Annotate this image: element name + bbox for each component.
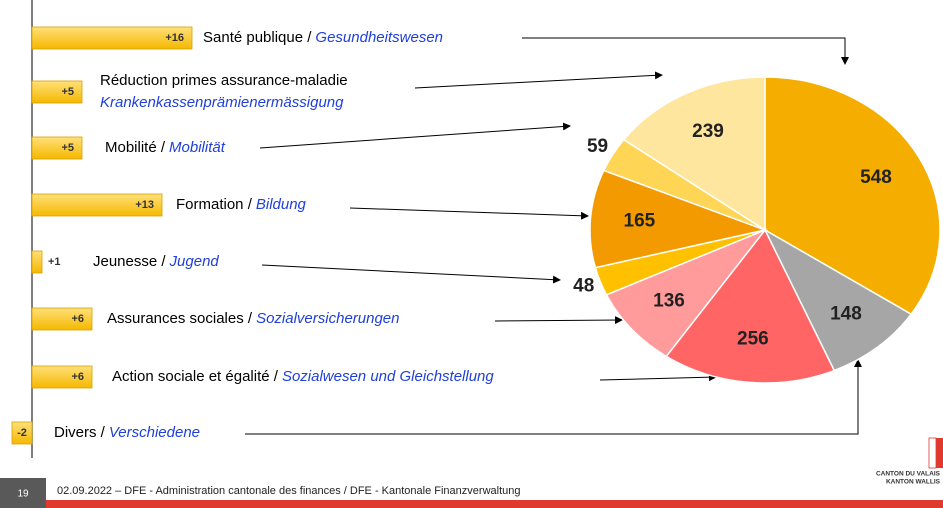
value-label: +5 bbox=[61, 86, 74, 98]
bar bbox=[31, 307, 93, 331]
slice-label: 48 bbox=[573, 276, 594, 297]
category-fr: Assurances sociales / bbox=[107, 310, 253, 327]
category-de: Jugend bbox=[169, 253, 220, 270]
value-label: +6 bbox=[71, 313, 84, 325]
pie-slice bbox=[605, 228, 768, 358]
bar bbox=[31, 365, 93, 389]
category-label: Jeunesse / Jugend bbox=[93, 253, 219, 270]
footer-text: 02.09.2022 – DFE - Administration canton… bbox=[57, 485, 520, 497]
category-fr: Réduction primes assurance-maladie bbox=[100, 72, 348, 89]
category-fr: Jeunesse / bbox=[93, 253, 166, 270]
pie-slice bbox=[665, 228, 836, 384]
page-box bbox=[0, 478, 46, 508]
category-label: Réduction primes assurance-maladie Kranke… bbox=[100, 72, 348, 111]
bar bbox=[11, 421, 33, 445]
value-label: +1 bbox=[48, 256, 61, 268]
pie-slice bbox=[763, 228, 913, 372]
value-label: +6 bbox=[71, 371, 84, 383]
slice-label: 256 bbox=[737, 329, 769, 350]
category-de: Mobilität bbox=[169, 139, 226, 156]
pie-slice bbox=[589, 169, 768, 269]
category-label: Santé publique / Gesundheitswesen bbox=[203, 29, 443, 46]
category-de: Krankenkassenprämienermässigung bbox=[100, 94, 344, 111]
bar bbox=[31, 193, 163, 217]
category-label: Formation / Bildung bbox=[176, 196, 307, 213]
connectors bbox=[245, 37, 862, 435]
footer-band bbox=[46, 500, 943, 508]
logo: CANTON DU VALAIS KANTON WALLIS bbox=[876, 437, 943, 486]
logo-text: CANTON DU VALAIS bbox=[876, 471, 941, 478]
category-label: Action sociale et égalité / Sozialwesen u… bbox=[112, 368, 494, 385]
category-de: Verschiedene bbox=[109, 424, 200, 441]
category-de: Bildung bbox=[256, 196, 307, 213]
category-de: Gesundheitswesen bbox=[315, 29, 443, 46]
pie-slice bbox=[622, 76, 766, 232]
slice-label: 165 bbox=[624, 211, 656, 232]
category-fr: Formation / bbox=[176, 196, 253, 213]
category-fr: Mobilité / bbox=[105, 139, 166, 156]
slice-label: 239 bbox=[692, 121, 724, 142]
category-label: Assurances sociales / Sozialversicherunge… bbox=[107, 310, 400, 327]
value-label: +16 bbox=[165, 32, 184, 44]
category-fr: Action sociale et égalité / bbox=[112, 368, 279, 385]
bar bbox=[31, 250, 43, 274]
category-label: Divers / Verschiedene bbox=[54, 424, 200, 441]
category-de: Sozialwesen und Gleichstellung bbox=[282, 368, 494, 385]
bar bbox=[31, 136, 83, 160]
category-label: Mobilité / Mobilität bbox=[105, 139, 226, 156]
page-number: 19 bbox=[17, 489, 29, 500]
bar bbox=[31, 80, 83, 104]
slice-label: 548 bbox=[860, 167, 892, 188]
value-label: -2 bbox=[17, 427, 27, 439]
slice-label: 148 bbox=[830, 303, 862, 324]
slice-label: 59 bbox=[587, 136, 608, 157]
category-fr: Divers / bbox=[54, 424, 106, 441]
logo-text: KANTON WALLIS bbox=[886, 479, 941, 486]
slice-label: 136 bbox=[653, 290, 685, 311]
category-fr: Santé publique / bbox=[203, 29, 312, 46]
category-de: Sozialversicherungen bbox=[256, 310, 399, 327]
value-label: +5 bbox=[61, 142, 74, 154]
value-label: +13 bbox=[135, 199, 154, 211]
bar bbox=[31, 26, 193, 50]
